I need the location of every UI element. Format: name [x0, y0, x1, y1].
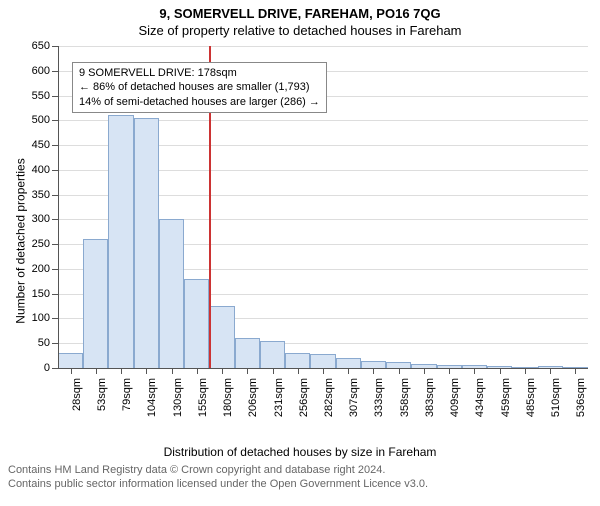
- y-tick-label: 500: [22, 114, 50, 126]
- x-tick-label: 155sqm: [197, 378, 209, 438]
- x-tick-label: 485sqm: [525, 378, 537, 438]
- x-tick-label: 333sqm: [373, 378, 385, 438]
- x-tick-label: 409sqm: [449, 378, 461, 438]
- y-tick-label: 400: [22, 164, 50, 176]
- x-tick-label: 383sqm: [424, 378, 436, 438]
- x-tick-label: 282sqm: [323, 378, 335, 438]
- y-tick-label: 350: [22, 189, 50, 201]
- x-tick-label: 307sqm: [348, 378, 360, 438]
- y-tick-label: 300: [22, 213, 50, 225]
- x-tick-label: 28sqm: [71, 378, 83, 438]
- histogram-bar: [184, 279, 209, 368]
- x-tick-label: 536sqm: [575, 378, 587, 438]
- footer-line: Contains HM Land Registry data © Crown c…: [8, 463, 592, 477]
- y-tick-label: 150: [22, 288, 50, 300]
- y-tick-label: 550: [22, 90, 50, 102]
- chart-container: Number of detached properties 0501001502…: [0, 38, 600, 443]
- y-tick-label: 600: [22, 65, 50, 77]
- y-axis: [58, 46, 59, 368]
- y-tick-label: 250: [22, 238, 50, 250]
- histogram-bar: [108, 115, 133, 368]
- x-tick-label: 231sqm: [273, 378, 285, 438]
- x-tick-label: 53sqm: [96, 378, 108, 438]
- annotation-line: 14% of semi-detached houses are larger (…: [79, 95, 320, 109]
- x-axis-label: Distribution of detached houses by size …: [0, 445, 600, 459]
- x-tick-label: 434sqm: [474, 378, 486, 438]
- plot-area: 0501001502002503003504004505005506006502…: [58, 46, 588, 368]
- histogram-bar: [310, 354, 335, 368]
- x-tick-label: 180sqm: [222, 378, 234, 438]
- histogram-bar: [260, 341, 285, 368]
- y-tick-label: 450: [22, 139, 50, 151]
- x-tick-label: 104sqm: [146, 378, 158, 438]
- y-tick-label: 200: [22, 263, 50, 275]
- x-tick-label: 256sqm: [298, 378, 310, 438]
- y-tick-label: 50: [22, 337, 50, 349]
- annotation-line: 9 SOMERVELL DRIVE: 178sqm: [79, 66, 320, 80]
- x-tick-label: 510sqm: [550, 378, 562, 438]
- histogram-bar: [83, 239, 108, 368]
- y-tick-label: 100: [22, 312, 50, 324]
- footer: Contains HM Land Registry data © Crown c…: [0, 459, 600, 492]
- page-title: 9, SOMERVELL DRIVE, FAREHAM, PO16 7QG: [0, 6, 600, 21]
- histogram-bar: [209, 306, 234, 368]
- y-tick-label: 0: [22, 362, 50, 374]
- annotation-line: ← 86% of detached houses are smaller (1,…: [79, 80, 320, 94]
- x-tick-label: 206sqm: [247, 378, 259, 438]
- y-tick-label: 650: [22, 40, 50, 52]
- x-axis: [58, 368, 588, 369]
- histogram-bar: [134, 118, 159, 368]
- footer-line: Contains public sector information licen…: [8, 477, 592, 491]
- histogram-bar: [235, 338, 260, 368]
- histogram-bar: [159, 219, 184, 368]
- grid-line: [58, 46, 588, 47]
- histogram-bar: [336, 358, 361, 368]
- x-tick-label: 79sqm: [121, 378, 133, 438]
- x-tick-label: 459sqm: [500, 378, 512, 438]
- histogram-bar: [361, 361, 386, 368]
- histogram-bar: [58, 353, 83, 368]
- x-tick-label: 130sqm: [172, 378, 184, 438]
- annotation-box: 9 SOMERVELL DRIVE: 178sqm← 86% of detach…: [72, 62, 327, 113]
- histogram-bar: [285, 353, 310, 368]
- page-subtitle: Size of property relative to detached ho…: [0, 23, 600, 38]
- x-tick-label: 358sqm: [399, 378, 411, 438]
